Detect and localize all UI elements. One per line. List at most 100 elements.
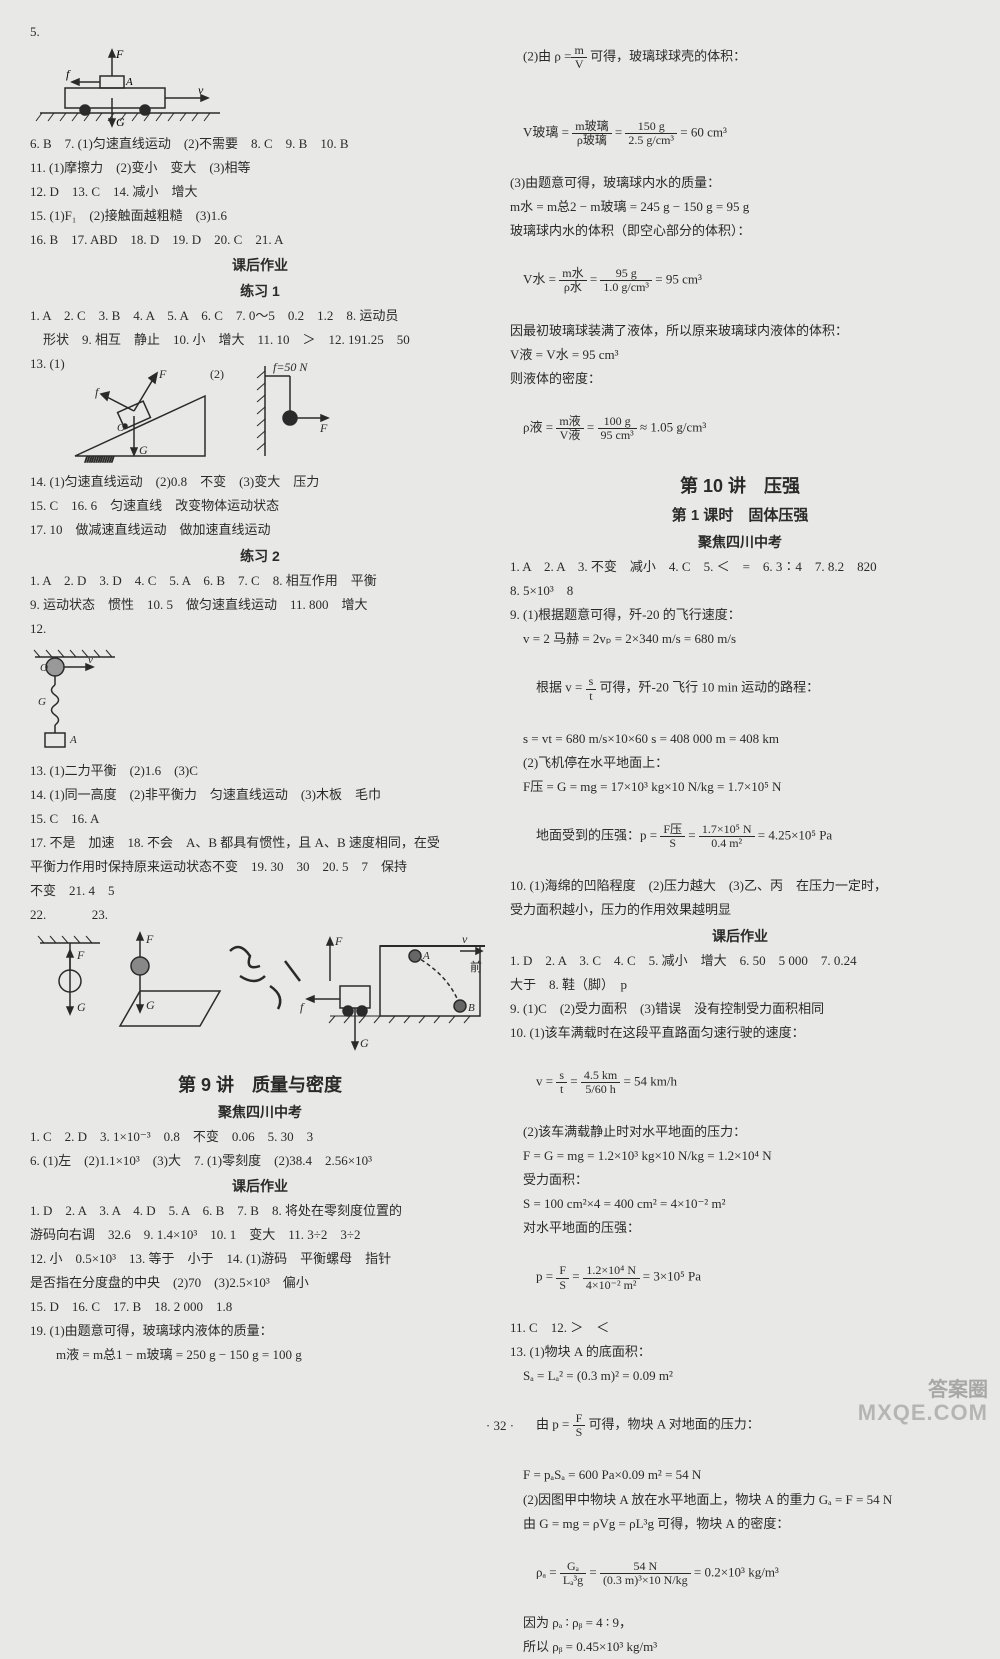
txt: v = st = 4.5 km5/60 h = 54 km/h bbox=[510, 1045, 970, 1120]
svg-text:A: A bbox=[422, 950, 430, 962]
txt: V玻璃 = m玻璃ρ玻璃 = 150 g2.5 g/cm³ = 60 cm³ bbox=[510, 95, 970, 170]
watermark-top: 答案圈 bbox=[928, 1373, 988, 1402]
txt: 16. B 17. ABD 18. D 19. D 20. C 21. A bbox=[30, 228, 490, 252]
txt: 6. B 7. (1)匀速直线运动 (2)不需要 8. C 9. B 10. B bbox=[30, 132, 490, 156]
txt: 11. (1)摩擦力 (2)变小 变大 (3)相等 bbox=[30, 156, 490, 180]
txt: 15. D 16. C 17. B 18. 2 000 1.8 bbox=[30, 1295, 490, 1319]
right-column: (2)由 ρ =mV 可得，玻璃球球壳的体积： V玻璃 = m玻璃ρ玻璃 = 1… bbox=[510, 20, 970, 1434]
svg-text:v: v bbox=[88, 654, 93, 666]
txt: 14. (1)同一高度 (2)非平衡力 匀速直线运动 (3)木板 毛巾 bbox=[30, 783, 490, 807]
watermark-bottom: MXQE.COM bbox=[858, 1400, 988, 1426]
txt: 9. (1)根据题意可得，歼-20 的飞行速度： bbox=[510, 603, 970, 627]
page: 5. F f A v G 6. B 7. (1)匀速直线运动 (2)不需要 8.… bbox=[0, 0, 1000, 1444]
txt: (2)该车满载静止时对水平地面的压力： bbox=[510, 1120, 970, 1144]
q22-label: 22. 23. bbox=[30, 903, 490, 927]
q13-diagram: ///////////// F f G O (2) f=50 N F bbox=[65, 356, 365, 466]
txt: 17. 10 做减速直线运动 做加速直线运动 bbox=[30, 518, 490, 542]
txt: p = FS = 1.2×10⁴ N4×10⁻² m² = 3×10⁵ Pa bbox=[510, 1240, 970, 1315]
txt: 19. (1)由题意可得，玻璃球内液体的质量： bbox=[30, 1319, 490, 1343]
svg-text:B: B bbox=[468, 1002, 475, 1014]
q13-row: 13. (1) ///////////// F f G O (2) bbox=[30, 352, 490, 470]
txt: 玻璃球内水的体积（即空心部分的体积）： bbox=[510, 219, 970, 243]
q22-23-diagram: F G F G F f G bbox=[30, 931, 490, 1061]
txt: (3)由题意可得，玻璃球内水的质量： bbox=[510, 171, 970, 195]
svg-text:O: O bbox=[117, 422, 125, 434]
hw10-title: 课后作业 bbox=[510, 926, 970, 946]
svg-text:O: O bbox=[40, 662, 48, 674]
txt: ρₐ = GₐLₐ³g = 54 N(0.3 m)³×10 N/kg = 0.2… bbox=[510, 1536, 970, 1611]
lbl-G: G bbox=[116, 115, 125, 128]
svg-text:G: G bbox=[139, 443, 148, 457]
svg-text:F: F bbox=[145, 932, 154, 946]
lbl-f: f bbox=[66, 67, 71, 81]
lec9-title: 第 9 讲 质量与密度 bbox=[30, 1071, 490, 1097]
svg-text:前: 前 bbox=[470, 959, 482, 974]
txt: 平衡力作用时保持原来运动状态不变 19. 30 30 20. 5 7 保持 bbox=[30, 855, 490, 879]
txt: m水 = m总2 − m玻璃 = 245 g − 150 g = 95 g bbox=[510, 195, 970, 219]
txt: (2)因图甲中物块 A 放在水平地面上，物块 A 的重力 Gₐ = F = 54… bbox=[510, 1488, 970, 1512]
txt: S = 100 cm²×4 = 400 cm² = 4×10⁻² m² bbox=[510, 1192, 970, 1216]
txt: 13. (1)二力平衡 (2)1.6 (3)C bbox=[30, 759, 490, 783]
txt: ρ液 = m液V液 = 100 g95 cm³ ≈ 1.05 g/cm³ bbox=[510, 391, 970, 466]
txt: 根据 v = st 可得，歼-20 飞行 10 min 运动的路程： bbox=[510, 651, 970, 726]
hw-title: 课后作业 bbox=[30, 255, 490, 275]
svg-text:F: F bbox=[319, 421, 328, 435]
txt: 10. (1)该车满载时在这段平直路面匀速行驶的速度： bbox=[510, 1021, 970, 1045]
txt: 是否指在分度盘的中央 (2)70 (3)2.5×10³ 偏小 bbox=[30, 1271, 490, 1295]
txt: 11. C 12. ＞ ＜ bbox=[510, 1316, 970, 1340]
txt: 因最初玻璃球装满了液体，所以原来玻璃球内液体的体积： bbox=[510, 319, 970, 343]
txt: m液 = m总1 − m玻璃 = 250 g − 150 g = 100 g bbox=[30, 1343, 490, 1367]
txt: 游码向右调 32.6 9. 1.4×10³ 10. 1 变大 11. 3÷2 3… bbox=[30, 1223, 490, 1247]
txt: V水 = m水ρ水 = 95 g1.0 g/cm³ = 95 cm³ bbox=[510, 243, 970, 318]
txt: 地面受到的压强：p = F压S = 1.7×10⁵ N0.4 m² = 4.25… bbox=[510, 799, 970, 874]
txt: s = vt = 680 m/s×10×60 s = 408 000 m = 4… bbox=[510, 727, 970, 751]
txt: 9. (1)C (2)受力面积 (3)错误 没有控制受力面积相同 bbox=[510, 997, 970, 1021]
txt: (2)飞机停在水平地面上： bbox=[510, 751, 970, 775]
txt: 8. 5×10³ 8 bbox=[510, 579, 970, 603]
svg-text:f: f bbox=[300, 1000, 305, 1014]
txt: 则液体的密度： bbox=[510, 367, 970, 391]
lec10-title: 第 10 讲 压强 bbox=[510, 472, 970, 498]
svg-text://///////////: ///////////// bbox=[85, 455, 115, 464]
txt: 大于 8. 鞋（脚） p bbox=[510, 973, 970, 997]
txt: 12. D 13. C 14. 减小 增大 bbox=[30, 180, 490, 204]
q5-label: 5. bbox=[30, 20, 490, 44]
txt: 1. D 2. A 3. C 4. C 5. 减小 增大 6. 50 5 000… bbox=[510, 949, 970, 973]
lbl-v: v bbox=[198, 83, 204, 97]
ex2-title: 练习 2 bbox=[30, 546, 490, 566]
page-number: · 32 · bbox=[0, 1418, 1000, 1434]
txt: 10. (1)海绵的凹陷程度 (2)压力越大 (3)乙、丙 在压力一定时， bbox=[510, 874, 970, 898]
txt: 14. (1)匀速直线运动 (2)0.8 不变 (3)变大 压力 bbox=[30, 470, 490, 494]
q12-diagram: O v G A bbox=[30, 645, 150, 755]
txt: 1. A 2. D 3. D 4. C 5. A 6. B 7. C 8. 相互… bbox=[30, 569, 490, 593]
txt: 1. C 2. D 3. 1×10⁻³ 0.8 不变 0.06 5. 30 3 bbox=[30, 1125, 490, 1149]
txt: 6. (1)左 (2)1.1×10³ (3)大 7. (1)零刻度 (2)38.… bbox=[30, 1149, 490, 1173]
lbl-A: A bbox=[125, 76, 133, 88]
svg-text:f=50 N: f=50 N bbox=[273, 360, 308, 374]
svg-text:f: f bbox=[95, 385, 100, 399]
txt: 所以 ρᵦ = 0.45×10³ kg/m³ bbox=[510, 1635, 970, 1659]
txt: (2)由 ρ =mV 可得，玻璃球球壳的体积： bbox=[510, 20, 970, 95]
txt: 1. A 2. C 3. B 4. A 5. A 6. C 7. 0～5 0.2… bbox=[30, 304, 490, 328]
svg-text:G: G bbox=[77, 1000, 86, 1014]
svg-text:(2): (2) bbox=[210, 367, 224, 381]
lec9-sub: 聚焦四川中考 bbox=[30, 1102, 490, 1122]
svg-text:F: F bbox=[76, 948, 85, 962]
txt: 12. 小 0.5×10³ 13. 等于 小于 14. (1)游码 平衡螺母 指… bbox=[30, 1247, 490, 1271]
txt: 1. D 2. A 3. A 4. D 5. A 6. B 7. B 8. 将处… bbox=[30, 1199, 490, 1223]
txt: 15. (1)F₁ (2)接触面越粗糙 (3)1.6 bbox=[30, 204, 490, 228]
svg-text:A: A bbox=[69, 734, 77, 746]
ex1-title: 练习 1 bbox=[30, 281, 490, 301]
svg-text:F: F bbox=[334, 934, 343, 948]
q12-label: 12. bbox=[30, 617, 490, 641]
txt: 受力面积越小，压力的作用效果越明显 bbox=[510, 898, 970, 922]
svg-text:v: v bbox=[462, 932, 468, 946]
q5-diagram: F f A v G bbox=[30, 48, 230, 128]
txt: F压 = G = mg = 17×10³ kg×10 N/kg = 1.7×10… bbox=[510, 775, 970, 799]
txt: 由 G = mg = ρVg = ρL³g 可得，物块 A 的密度： bbox=[510, 1512, 970, 1536]
txt: 1. A 2. A 3. 不变 减小 4. C 5. ＜ = 6. 3∶4 7.… bbox=[510, 555, 970, 579]
hw9-title: 课后作业 bbox=[30, 1176, 490, 1196]
svg-text:G: G bbox=[360, 1036, 369, 1050]
txt: 对水平地面的压强： bbox=[510, 1216, 970, 1240]
q13-label: 13. (1) bbox=[30, 352, 65, 376]
